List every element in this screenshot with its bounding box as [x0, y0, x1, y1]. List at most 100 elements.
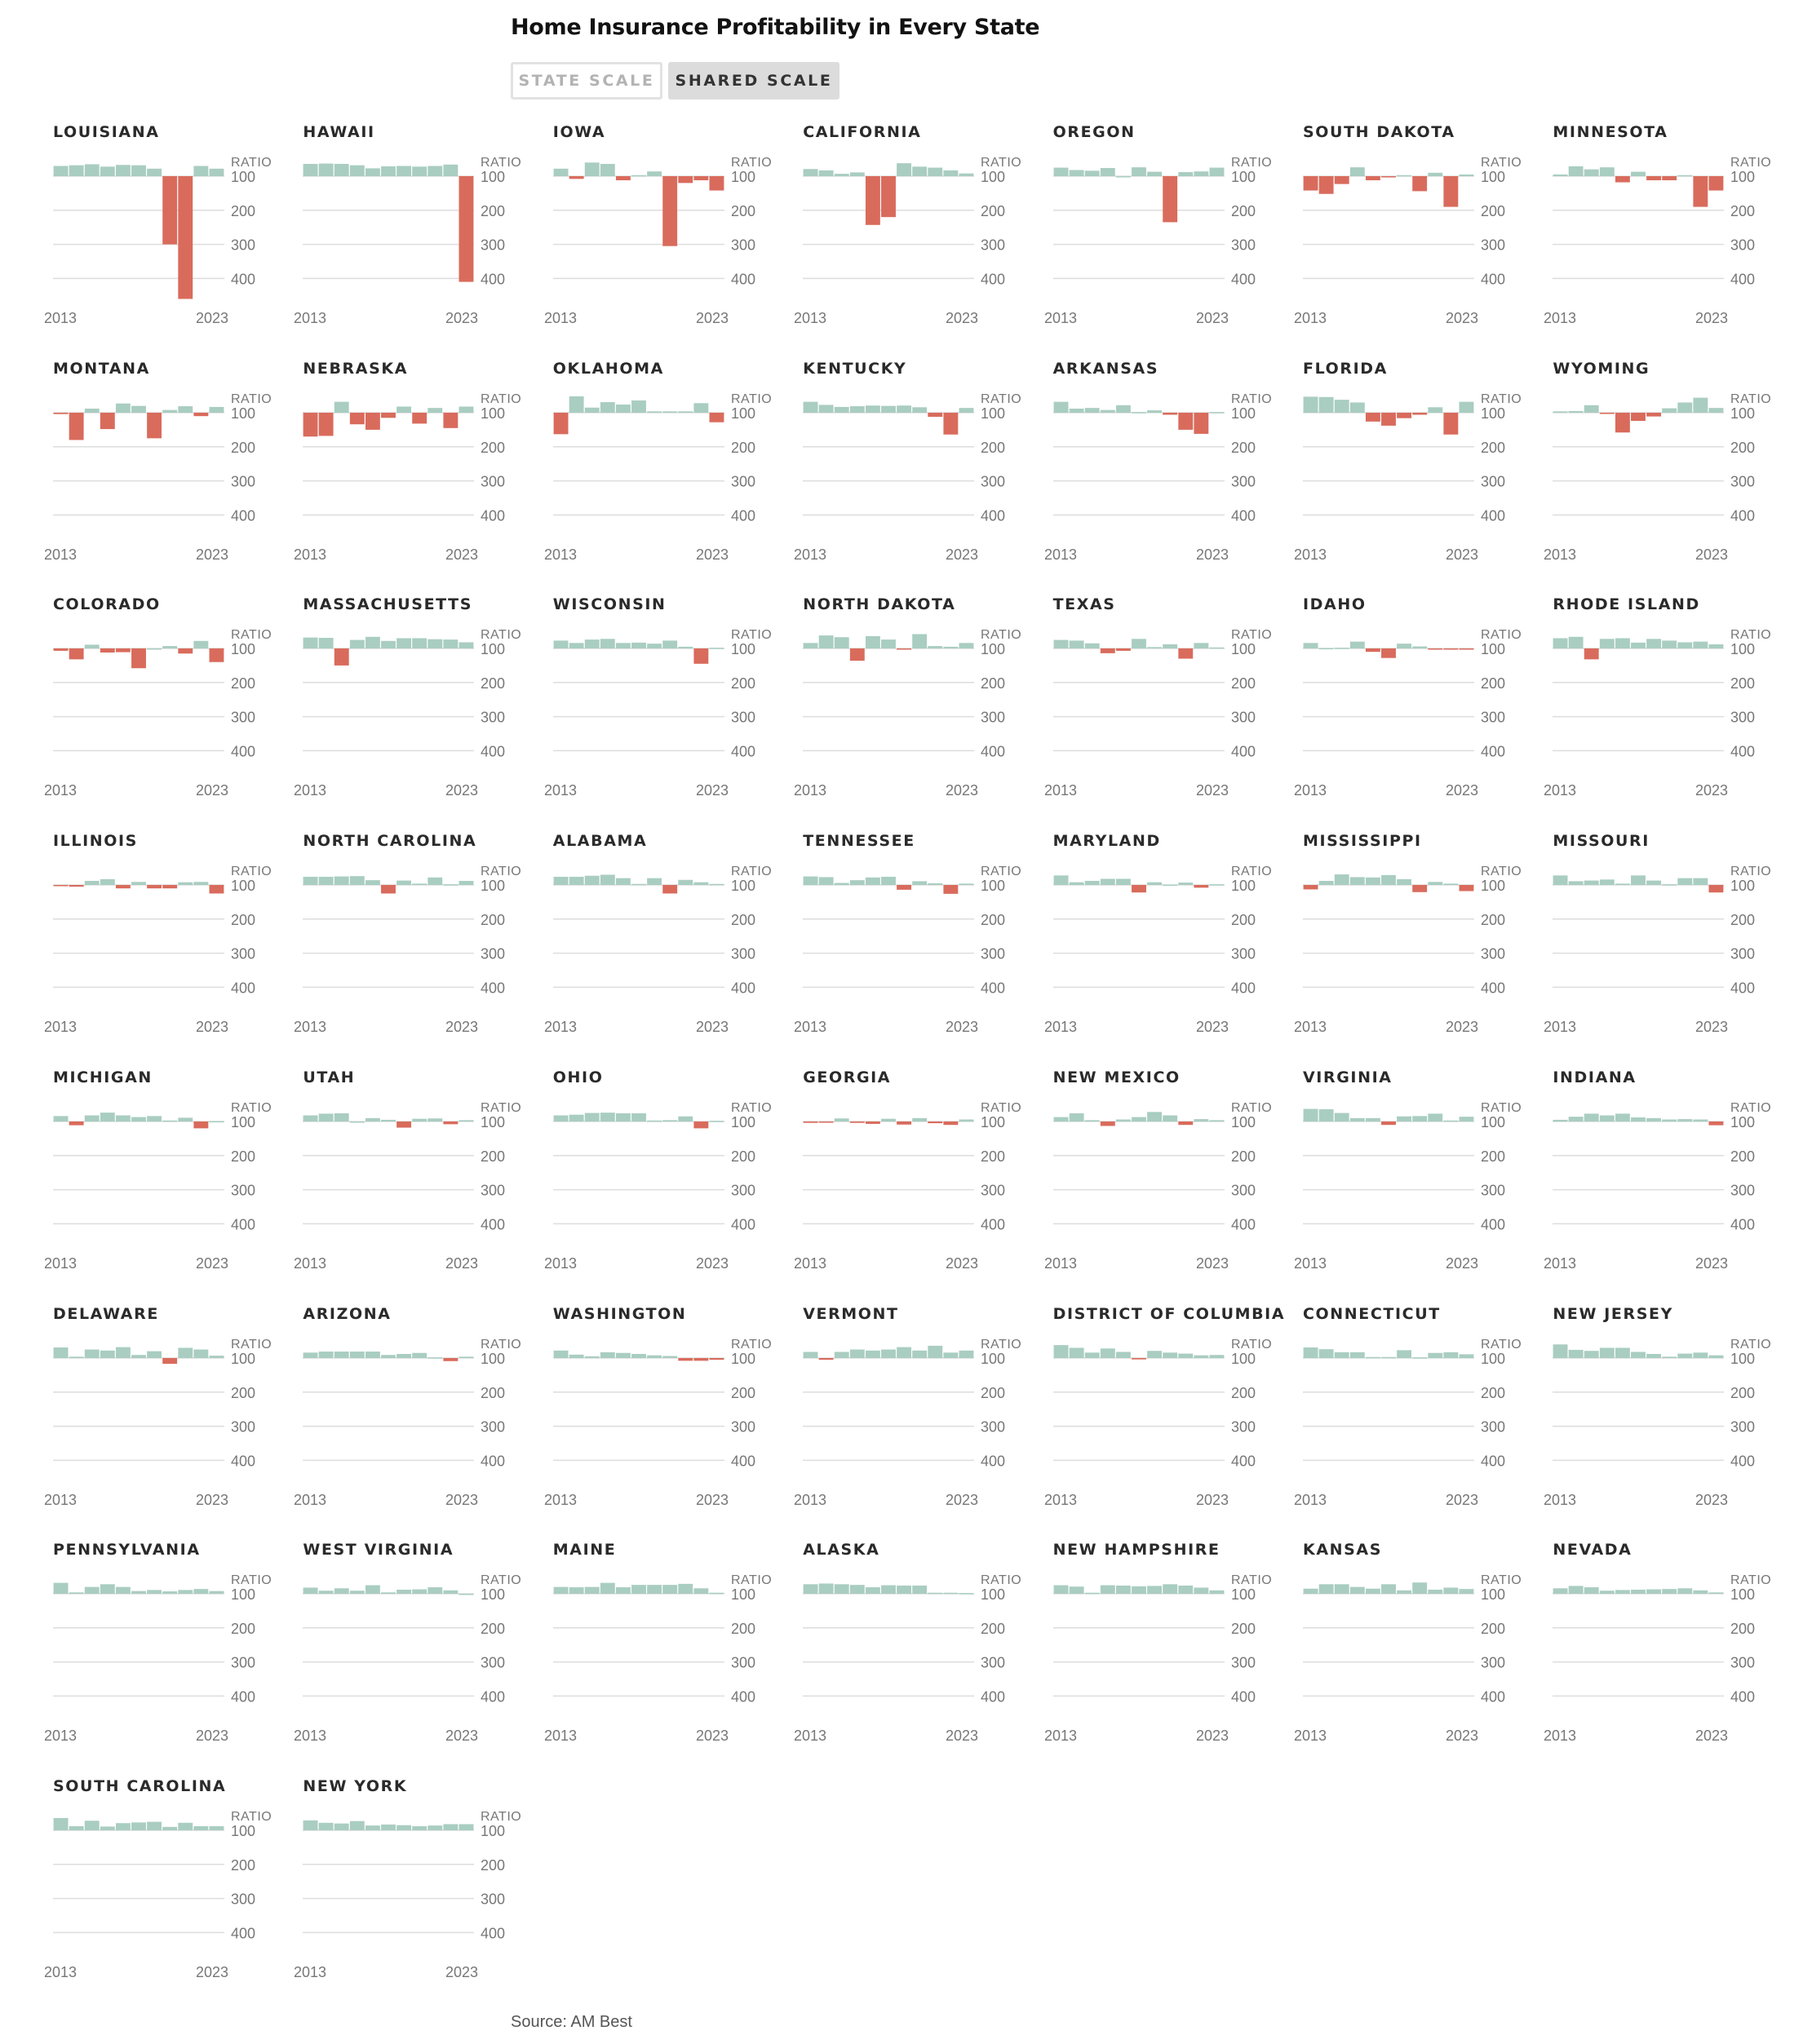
y-tick-label: 400 — [1231, 1216, 1256, 1232]
state-bar-chart: 100 200 300 400 RATIO 2013 2023 — [1294, 1101, 1522, 1272]
bar — [100, 878, 115, 886]
state-bar-chart: 100 200 300 400 RATIO 2013 2023 — [1544, 1573, 1771, 1744]
bar — [1381, 1356, 1396, 1358]
y-tick-label: 300 — [981, 237, 1005, 254]
bar — [100, 1584, 115, 1595]
bar — [53, 1116, 69, 1122]
y-tick-label: 400 — [981, 271, 1005, 287]
bar — [1053, 401, 1069, 413]
y-tick-label: 100 — [981, 641, 1005, 657]
y-axis-label: RATIO — [1730, 156, 1771, 170]
bar — [1349, 877, 1365, 886]
x-tick-label: 2023 — [196, 1728, 228, 1744]
state-name: VIRGINIA — [1303, 1068, 1393, 1086]
x-tick-label: 2023 — [1196, 546, 1229, 563]
bar — [1397, 1591, 1412, 1595]
bar — [1177, 648, 1193, 659]
bar — [365, 637, 381, 649]
bar — [1334, 176, 1349, 184]
bar — [1553, 174, 1568, 176]
y-axis-label: RATIO — [1231, 392, 1272, 406]
y-tick-label: 300 — [981, 1655, 1005, 1671]
bar — [1084, 407, 1100, 413]
state-panel: MARYLAND 100 200 300 400 RATIO 2013 2023 — [1000, 709, 1272, 1035]
bar — [1115, 878, 1131, 886]
x-tick-label: 2023 — [1695, 1255, 1728, 1272]
bar — [709, 176, 724, 191]
y-tick-label: 100 — [481, 878, 505, 894]
bar — [303, 1820, 318, 1830]
bar — [1569, 1349, 1584, 1358]
bar — [615, 1587, 631, 1595]
state-bar-chart: 100 200 300 400 RATIO 2013 2023 — [1544, 156, 1771, 326]
x-tick-label: 2023 — [696, 1019, 729, 1035]
y-axis-label: RATIO — [231, 628, 272, 642]
state-name: IDAHO — [1303, 595, 1367, 614]
bar — [943, 885, 959, 894]
y-tick-label: 300 — [1231, 1182, 1256, 1198]
bar — [1209, 1120, 1224, 1122]
bar — [1708, 644, 1724, 649]
bar — [818, 1583, 834, 1595]
bar — [84, 408, 100, 413]
bar — [615, 1352, 631, 1358]
x-tick-label: 2013 — [544, 1492, 577, 1508]
bar — [1600, 639, 1615, 649]
bar — [928, 167, 943, 176]
y-tick-label: 200 — [481, 203, 505, 219]
x-tick-label: 2013 — [1544, 310, 1576, 326]
bar — [928, 1345, 943, 1358]
state-name: IOWA — [552, 123, 606, 141]
bar — [1349, 642, 1365, 649]
y-tick-label: 300 — [1231, 1655, 1256, 1671]
bar — [53, 1817, 69, 1830]
bar — [131, 1822, 146, 1830]
bar — [381, 166, 396, 176]
y-tick-label: 300 — [231, 1182, 255, 1198]
state-panel: SOUTH CAROLINA 100 200 300 400 RATIO 2013 2023 — [0, 1654, 272, 1980]
bar — [584, 1113, 600, 1122]
bar — [943, 1352, 959, 1358]
bar — [1349, 167, 1365, 176]
y-axis-label: RATIO — [481, 1338, 521, 1352]
bar — [631, 1353, 646, 1358]
bar — [818, 877, 834, 886]
state-scale-button[interactable]: STATE SCALE — [511, 62, 662, 100]
y-tick-label: 400 — [1481, 980, 1505, 996]
state-name: NEW YORK — [303, 1776, 408, 1795]
bar — [1600, 412, 1615, 414]
bar — [1443, 176, 1459, 207]
bar — [1194, 885, 1208, 888]
y-tick-label: 200 — [981, 675, 1005, 692]
bar — [69, 648, 84, 660]
x-tick-label: 2013 — [1544, 1255, 1576, 1272]
state-bar-chart: 100 200 300 400 RATIO 2013 2023 — [1294, 1338, 1522, 1508]
y-tick-label: 400 — [981, 1453, 1005, 1469]
bar — [662, 1120, 677, 1122]
bar — [1443, 648, 1459, 650]
y-tick-label: 400 — [481, 980, 505, 996]
bar — [100, 1826, 115, 1830]
state-name: DISTRICT OF COLUMBIA — [1052, 1304, 1286, 1323]
bar — [1318, 1584, 1334, 1595]
y-tick-label: 100 — [481, 405, 505, 422]
bar — [850, 1585, 865, 1595]
state-panel: COLORADO 100 200 300 400 RATIO 2013 2023 — [0, 472, 272, 799]
state-name: ALASKA — [803, 1541, 880, 1560]
shared-scale-button[interactable]: SHARED SCALE — [668, 62, 839, 100]
y-tick-label: 400 — [1481, 1453, 1505, 1469]
y-axis-label: RATIO — [1481, 1573, 1522, 1587]
x-tick-label: 2023 — [445, 1019, 478, 1035]
bar — [319, 1351, 334, 1358]
bar — [427, 639, 443, 649]
y-tick-label: 400 — [231, 507, 255, 524]
bar — [631, 643, 646, 649]
y-tick-label: 100 — [731, 878, 755, 894]
bar — [412, 166, 427, 176]
state-name: MISSISSIPPI — [1303, 832, 1422, 851]
state-name: CALIFORNIA — [803, 123, 922, 141]
bar — [1365, 176, 1380, 181]
bar — [709, 412, 724, 423]
bar — [1146, 1112, 1162, 1122]
y-axis-label: RATIO — [231, 1101, 272, 1115]
